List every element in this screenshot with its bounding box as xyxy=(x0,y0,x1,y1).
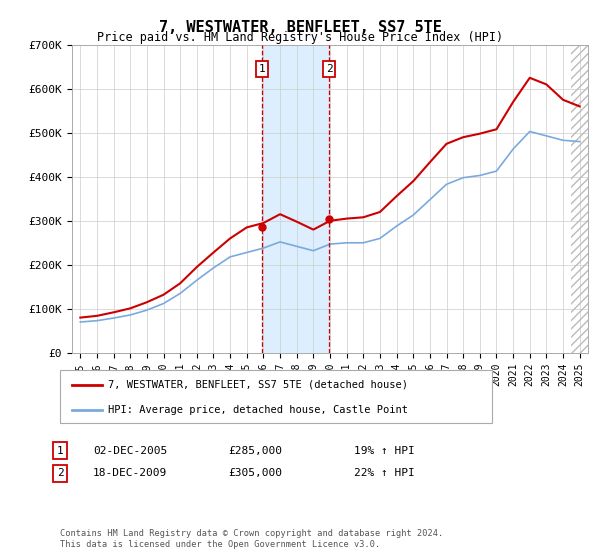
HPI: Average price, detached house, Castle Point: (2.02e+03, 3.13e+05): Average price, detached house, Castle Po… xyxy=(410,212,417,218)
7, WESTWATER, BENFLEET, SS7 5TE (detached house) xyxy=(243,224,250,231)
7, WESTWATER, BENFLEET, SS7 5TE (detached house) xyxy=(260,220,267,226)
7, WESTWATER, BENFLEET, SS7 5TE (detached house) xyxy=(160,291,167,298)
Text: £305,000: £305,000 xyxy=(228,468,282,478)
HPI: Average price, detached house, Castle Point: (2e+03, 1.12e+05): Average price, detached house, Castle Po… xyxy=(160,300,167,307)
Text: 1: 1 xyxy=(56,446,64,456)
HPI: Average price, detached house, Castle Point: (2e+03, 1.65e+05): Average price, detached house, Castle Po… xyxy=(193,277,200,283)
7, WESTWATER, BENFLEET, SS7 5TE (detached house) xyxy=(443,141,450,147)
HPI: Average price, detached house, Castle Point: (2.02e+03, 3.48e+05): Average price, detached house, Castle Po… xyxy=(426,197,433,203)
HPI: Average price, detached house, Castle Point: (2e+03, 1.35e+05): Average price, detached house, Castle Po… xyxy=(176,290,184,297)
7, WESTWATER, BENFLEET, SS7 5TE (detached house) xyxy=(543,81,550,88)
7, WESTWATER, BENFLEET, SS7 5TE (detached house) xyxy=(210,249,217,256)
HPI: Average price, detached house, Castle Point: (2.01e+03, 2.38e+05): Average price, detached house, Castle Po… xyxy=(260,245,267,251)
Text: 22% ↑ HPI: 22% ↑ HPI xyxy=(354,468,415,478)
7, WESTWATER, BENFLEET, SS7 5TE (detached house) xyxy=(359,214,367,221)
HPI: Average price, detached house, Castle Point: (2.01e+03, 2.32e+05): Average price, detached house, Castle Po… xyxy=(310,248,317,254)
Text: 7, WESTWATER, BENFLEET, SS7 5TE (detached house): 7, WESTWATER, BENFLEET, SS7 5TE (detache… xyxy=(108,380,408,390)
HPI: Average price, detached house, Castle Point: (2.02e+03, 5.03e+05): Average price, detached house, Castle Po… xyxy=(526,128,533,135)
HPI: Average price, detached house, Castle Point: (2.02e+03, 4.63e+05): Average price, detached house, Castle Po… xyxy=(509,146,517,152)
HPI: Average price, detached house, Castle Point: (2.01e+03, 2.88e+05): Average price, detached house, Castle Po… xyxy=(393,223,400,230)
HPI: Average price, detached house, Castle Point: (2.02e+03, 3.83e+05): Average price, detached house, Castle Po… xyxy=(443,181,450,188)
7, WESTWATER, BENFLEET, SS7 5TE (detached house) xyxy=(227,235,234,242)
7, WESTWATER, BENFLEET, SS7 5TE (detached house) xyxy=(576,103,583,110)
7, WESTWATER, BENFLEET, SS7 5TE (detached house) xyxy=(193,264,200,270)
7, WESTWATER, BENFLEET, SS7 5TE (detached house) xyxy=(127,305,134,312)
Bar xyxy=(571,45,588,353)
Text: 7, WESTWATER, BENFLEET, SS7 5TE: 7, WESTWATER, BENFLEET, SS7 5TE xyxy=(158,20,442,35)
7, WESTWATER, BENFLEET, SS7 5TE (detached house) xyxy=(310,226,317,233)
HPI: Average price, detached house, Castle Point: (2.02e+03, 4.03e+05): Average price, detached house, Castle Po… xyxy=(476,172,484,179)
HPI: Average price, detached house, Castle Point: (2e+03, 8.6e+04): Average price, detached house, Castle Po… xyxy=(127,311,134,318)
HPI: Average price, detached house, Castle Point: (2.01e+03, 2.42e+05): Average price, detached house, Castle Po… xyxy=(293,243,301,250)
Text: 2: 2 xyxy=(56,468,64,478)
7, WESTWATER, BENFLEET, SS7 5TE (detached house) xyxy=(143,299,151,306)
7, WESTWATER, BENFLEET, SS7 5TE (detached house) xyxy=(526,74,533,81)
7, WESTWATER, BENFLEET, SS7 5TE (detached house) xyxy=(343,215,350,222)
7, WESTWATER, BENFLEET, SS7 5TE (detached house) xyxy=(410,178,417,185)
Bar xyxy=(262,45,329,353)
Text: £285,000: £285,000 xyxy=(228,446,282,456)
HPI: Average price, detached house, Castle Point: (2e+03, 7e+04): Average price, detached house, Castle Po… xyxy=(77,319,84,325)
Text: 02-DEC-2005: 02-DEC-2005 xyxy=(93,446,167,456)
Line: HPI: Average price, detached house, Castle Point: HPI: Average price, detached house, Cast… xyxy=(80,132,580,322)
HPI: Average price, detached house, Castle Point: (2e+03, 1.93e+05): Average price, detached house, Castle Po… xyxy=(210,264,217,271)
HPI: Average price, detached house, Castle Point: (2.02e+03, 3.98e+05): Average price, detached house, Castle Po… xyxy=(460,174,467,181)
HPI: Average price, detached house, Castle Point: (2.01e+03, 2.5e+05): Average price, detached house, Castle Po… xyxy=(359,240,367,246)
7, WESTWATER, BENFLEET, SS7 5TE (detached house) xyxy=(176,280,184,287)
7, WESTWATER, BENFLEET, SS7 5TE (detached house) xyxy=(326,217,334,224)
7, WESTWATER, BENFLEET, SS7 5TE (detached house) xyxy=(476,130,484,137)
HPI: Average price, detached house, Castle Point: (2e+03, 7.3e+04): Average price, detached house, Castle Po… xyxy=(94,318,101,324)
Text: 18-DEC-2009: 18-DEC-2009 xyxy=(93,468,167,478)
Text: 1: 1 xyxy=(259,64,265,74)
7, WESTWATER, BENFLEET, SS7 5TE (detached house) xyxy=(559,96,566,103)
HPI: Average price, detached house, Castle Point: (2.02e+03, 4.93e+05): Average price, detached house, Castle Po… xyxy=(543,133,550,139)
HPI: Average price, detached house, Castle Point: (2e+03, 9.7e+04): Average price, detached house, Castle Po… xyxy=(143,307,151,314)
HPI: Average price, detached house, Castle Point: (2.01e+03, 2.6e+05): Average price, detached house, Castle Po… xyxy=(376,235,383,242)
Text: Contains HM Land Registry data © Crown copyright and database right 2024.
This d: Contains HM Land Registry data © Crown c… xyxy=(60,529,443,549)
Text: 19% ↑ HPI: 19% ↑ HPI xyxy=(354,446,415,456)
Line: 7, WESTWATER, BENFLEET, SS7 5TE (detached house): 7, WESTWATER, BENFLEET, SS7 5TE (detache… xyxy=(80,78,580,318)
HPI: Average price, detached house, Castle Point: (2.01e+03, 2.5e+05): Average price, detached house, Castle Po… xyxy=(343,240,350,246)
HPI: Average price, detached house, Castle Point: (2.02e+03, 4.13e+05): Average price, detached house, Castle Po… xyxy=(493,167,500,174)
7, WESTWATER, BENFLEET, SS7 5TE (detached house) xyxy=(293,218,301,225)
7, WESTWATER, BENFLEET, SS7 5TE (detached house) xyxy=(493,126,500,133)
7, WESTWATER, BENFLEET, SS7 5TE (detached house) xyxy=(426,159,433,166)
HPI: Average price, detached house, Castle Point: (2e+03, 2.28e+05): Average price, detached house, Castle Po… xyxy=(243,249,250,256)
Text: Price paid vs. HM Land Registry's House Price Index (HPI): Price paid vs. HM Land Registry's House … xyxy=(97,31,503,44)
HPI: Average price, detached house, Castle Point: (2.01e+03, 2.52e+05): Average price, detached house, Castle Po… xyxy=(277,239,284,245)
7, WESTWATER, BENFLEET, SS7 5TE (detached house) xyxy=(94,312,101,319)
7, WESTWATER, BENFLEET, SS7 5TE (detached house) xyxy=(393,193,400,199)
HPI: Average price, detached house, Castle Point: (2e+03, 7.9e+04): Average price, detached house, Castle Po… xyxy=(110,315,117,321)
HPI: Average price, detached house, Castle Point: (2e+03, 2.18e+05): Average price, detached house, Castle Po… xyxy=(227,254,234,260)
Text: HPI: Average price, detached house, Castle Point: HPI: Average price, detached house, Cast… xyxy=(108,405,408,416)
7, WESTWATER, BENFLEET, SS7 5TE (detached house) xyxy=(509,99,517,105)
7, WESTWATER, BENFLEET, SS7 5TE (detached house) xyxy=(460,134,467,141)
Text: 2: 2 xyxy=(326,64,333,74)
HPI: Average price, detached house, Castle Point: (2.02e+03, 4.83e+05): Average price, detached house, Castle Po… xyxy=(559,137,566,143)
HPI: Average price, detached house, Castle Point: (2.02e+03, 4.8e+05): Average price, detached house, Castle Po… xyxy=(576,138,583,145)
7, WESTWATER, BENFLEET, SS7 5TE (detached house) xyxy=(376,209,383,216)
7, WESTWATER, BENFLEET, SS7 5TE (detached house) xyxy=(277,211,284,217)
HPI: Average price, detached house, Castle Point: (2.01e+03, 2.47e+05): Average price, detached house, Castle Po… xyxy=(326,241,334,248)
7, WESTWATER, BENFLEET, SS7 5TE (detached house) xyxy=(110,309,117,316)
7, WESTWATER, BENFLEET, SS7 5TE (detached house) xyxy=(77,314,84,321)
